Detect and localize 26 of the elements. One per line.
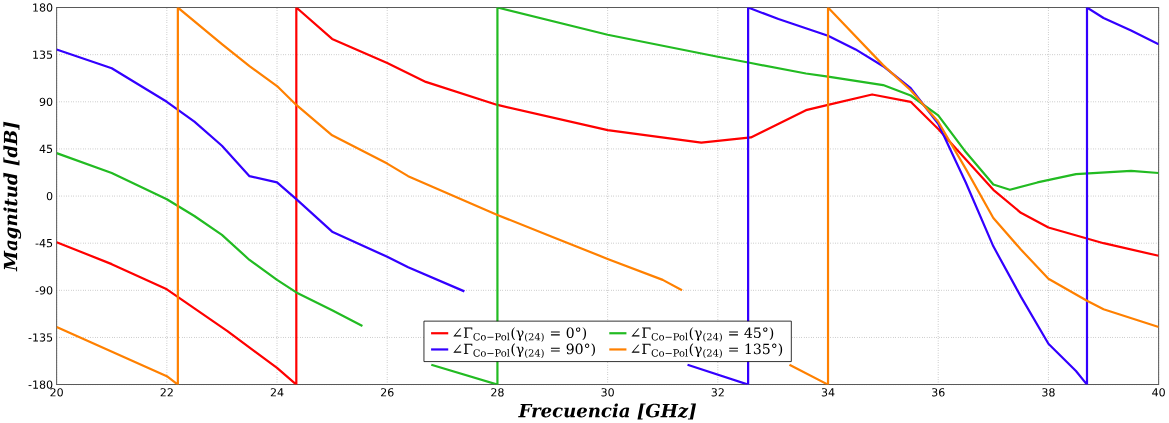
y-tick-label: 180 [33, 3, 53, 12]
x-axis-title: Frecuencia [GHz] [518, 403, 697, 420]
y-tick-label: 90 [39, 97, 53, 107]
x-tick-label: 36 [932, 388, 945, 397]
y-tick-label: 45 [39, 144, 53, 154]
x-tick-label: 24 [270, 388, 284, 397]
x-tick-label: 20 [50, 388, 63, 397]
x-tick-label: 32 [711, 388, 724, 397]
x-tick-label: 22 [160, 388, 173, 397]
legend-label: ∠Γ$_{Co−Pol}$(γ$_{(24)}$ = 135°) [631, 343, 783, 359]
x-tick-label: 28 [491, 388, 504, 397]
x-tick-label: 26 [381, 388, 394, 397]
x-tick-label: 34 [821, 388, 835, 397]
y-tick-label: -45 [35, 239, 53, 248]
x-tick-label: 40 [1152, 388, 1165, 397]
legend-label: ∠Γ$_{Co−Pol}$(γ$_{(24)}$ = 0°) [453, 327, 587, 342]
legend-label: ∠Γ$_{Co−Pol}$(γ$_{(24)}$ = 45°) [631, 327, 774, 342]
y-tick-label: -135 [28, 333, 53, 342]
y-tick-label: -90 [35, 286, 53, 295]
y-tick-label: 0 [46, 191, 53, 201]
y-axis-title: Magnitud [dB] [3, 121, 22, 272]
x-tick-label: 38 [1042, 388, 1055, 397]
legend-label: ∠Γ$_{Co−Pol}$(γ$_{(24)}$ = 90°) [453, 343, 595, 359]
x-tick-label: 30 [601, 388, 614, 397]
y-tick-label: -180 [28, 380, 53, 389]
y-tick-label: 135 [33, 50, 53, 59]
